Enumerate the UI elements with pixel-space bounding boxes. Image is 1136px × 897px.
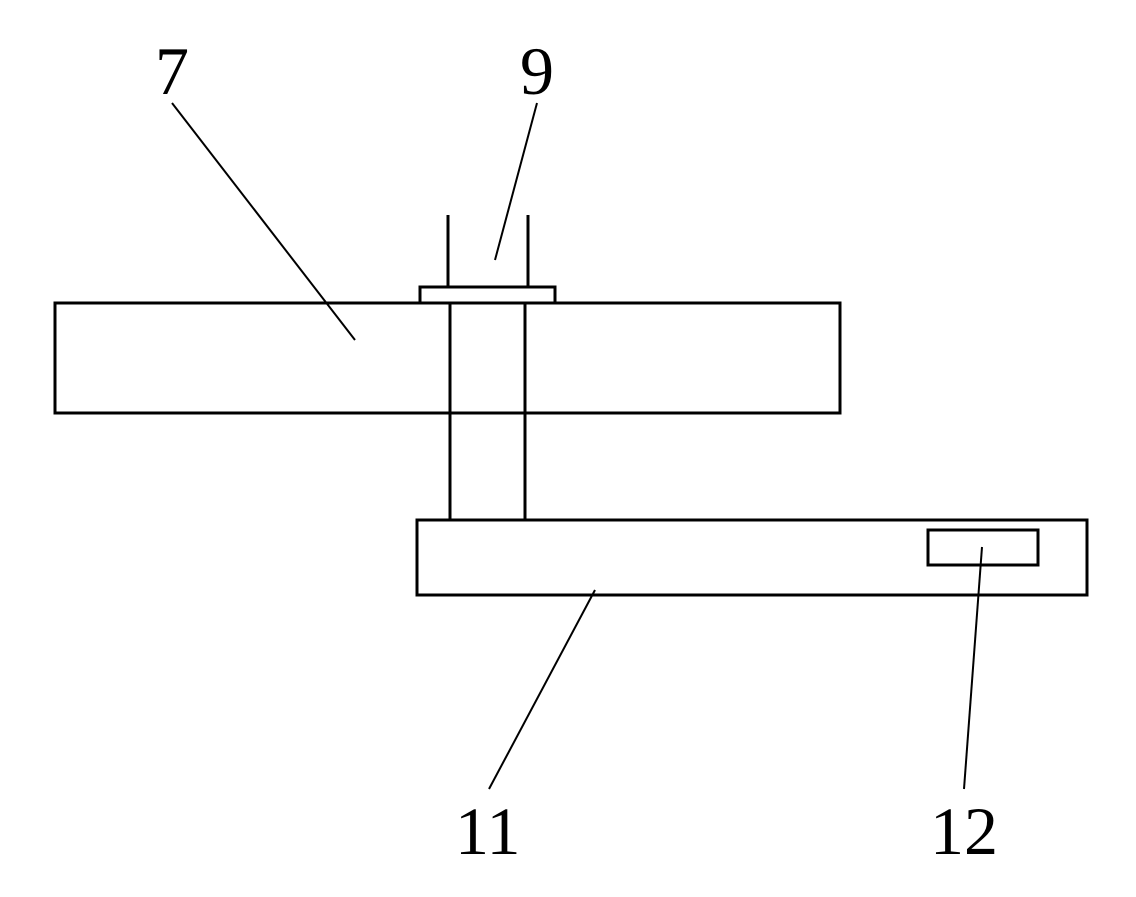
diagram-canvas: [0, 0, 1136, 897]
leader-line-9: [495, 103, 537, 260]
callout-label-9: 9: [520, 32, 554, 111]
leader-line-11: [489, 590, 595, 789]
bolt-head-part-9: [448, 215, 528, 287]
callout-label-12: 12: [930, 792, 998, 871]
upper-bar-part-7: [55, 303, 840, 413]
callout-label-11: 11: [455, 792, 520, 871]
shapes-group: [55, 215, 1087, 595]
leaders-group: [172, 103, 982, 789]
bolt-flange: [420, 287, 555, 303]
callout-label-7: 7: [155, 32, 189, 111]
